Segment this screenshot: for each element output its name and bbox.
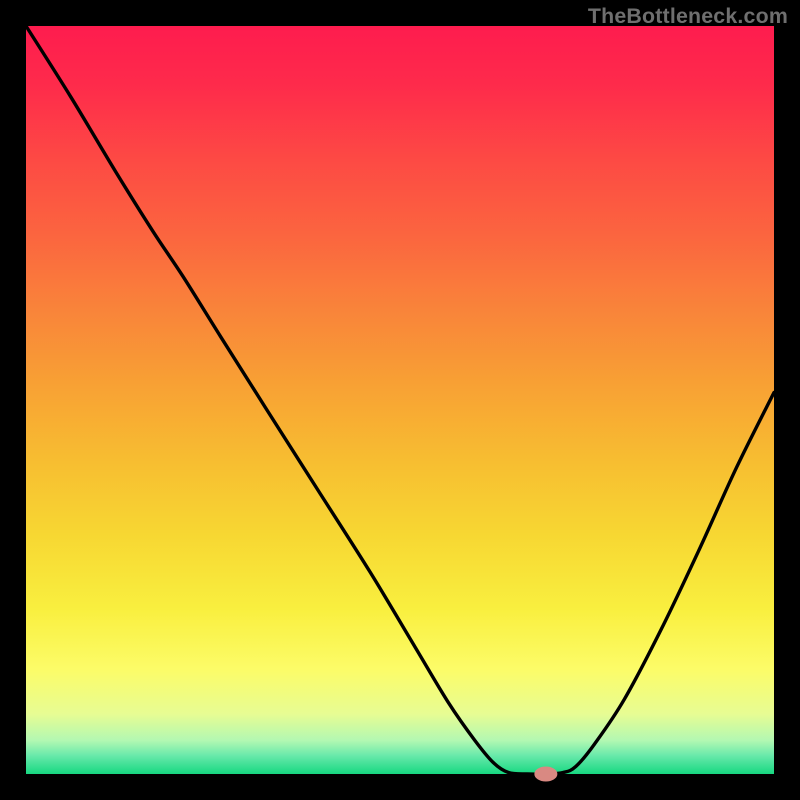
chart-svg [0,0,800,800]
plot-background [26,26,774,774]
watermark-text: TheBottleneck.com [588,4,788,29]
current-point-marker [535,767,557,781]
bottleneck-chart: TheBottleneck.com [0,0,800,800]
